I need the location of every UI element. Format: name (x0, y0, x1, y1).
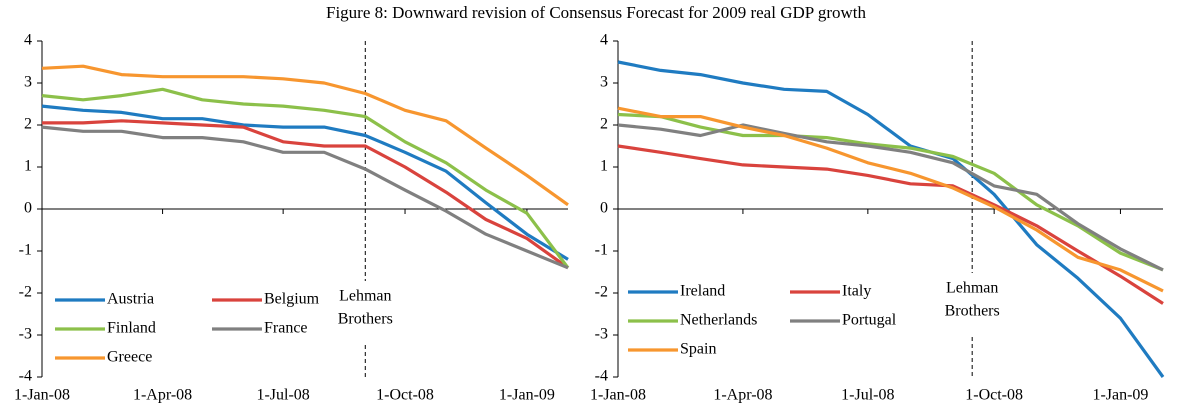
x-tick-label: 1-Jan-09 (1092, 387, 1148, 404)
x-tick-label: 1-Jan-08 (590, 387, 646, 404)
y-tick-label: -3 (19, 326, 32, 343)
series-line (617, 60, 1165, 378)
y-tick-label: -2 (595, 284, 608, 301)
y-tick-label: 4 (24, 32, 32, 49)
x-tick-label: 1-Jan-08 (14, 387, 70, 404)
x-tick-label: 1-Jul-08 (256, 387, 309, 404)
series-line (41, 104, 569, 261)
legend-label: Ireland (680, 283, 725, 300)
event-label: Lehman (339, 288, 391, 305)
series-line (617, 144, 1164, 305)
series-line (617, 123, 1164, 272)
legend-label: Portugal (842, 312, 897, 329)
y-tick-label: -4 (595, 368, 608, 385)
y-tick-label: -4 (19, 368, 32, 385)
x-tick-label: 1-Apr-08 (133, 387, 192, 404)
y-tick-label: -2 (19, 284, 32, 301)
legend-label: Belgium (264, 291, 320, 308)
series-line (42, 119, 569, 270)
series-line (41, 125, 569, 270)
y-tick-label: -1 (19, 242, 32, 259)
y-tick-label: 2 (600, 116, 608, 133)
series-line (41, 87, 570, 269)
y-tick-label: 0 (600, 200, 608, 217)
legend-label: Greece (107, 349, 152, 366)
y-tick-label: -1 (595, 242, 608, 259)
event-label: Brothers (945, 303, 1000, 320)
x-tick-label: 1-Jul-08 (841, 387, 894, 404)
x-tick-label: 1-Oct-08 (376, 387, 434, 404)
series-line (41, 64, 569, 207)
legend-label: Spain (680, 341, 716, 358)
y-tick-label: 0 (24, 200, 32, 217)
x-tick-label: 1-Oct-08 (965, 387, 1023, 404)
y-tick-label: 1 (600, 158, 608, 175)
legend-label: France (264, 320, 308, 337)
y-tick-label: 3 (600, 74, 608, 91)
y-tick-label: 4 (600, 32, 608, 49)
y-tick-label: 3 (24, 74, 32, 91)
event-label: Brothers (338, 311, 393, 328)
x-tick-label: 1-Jan-09 (499, 387, 555, 404)
legend-label: Finland (107, 320, 156, 337)
y-tick-label: 2 (24, 116, 32, 133)
event-label: Lehman (946, 280, 998, 297)
y-tick-label: 1 (24, 158, 32, 175)
figure-title: Figure 8: Downward revision of Consensus… (326, 3, 866, 22)
legend-label: Italy (842, 283, 871, 300)
legend-label: Netherlands (680, 312, 757, 329)
series-line (617, 112, 1164, 272)
series-line (617, 106, 1164, 293)
y-tick-label: -3 (595, 326, 608, 343)
x-tick-label: 1-Apr-08 (713, 387, 772, 404)
legend-label: Austria (107, 291, 154, 308)
